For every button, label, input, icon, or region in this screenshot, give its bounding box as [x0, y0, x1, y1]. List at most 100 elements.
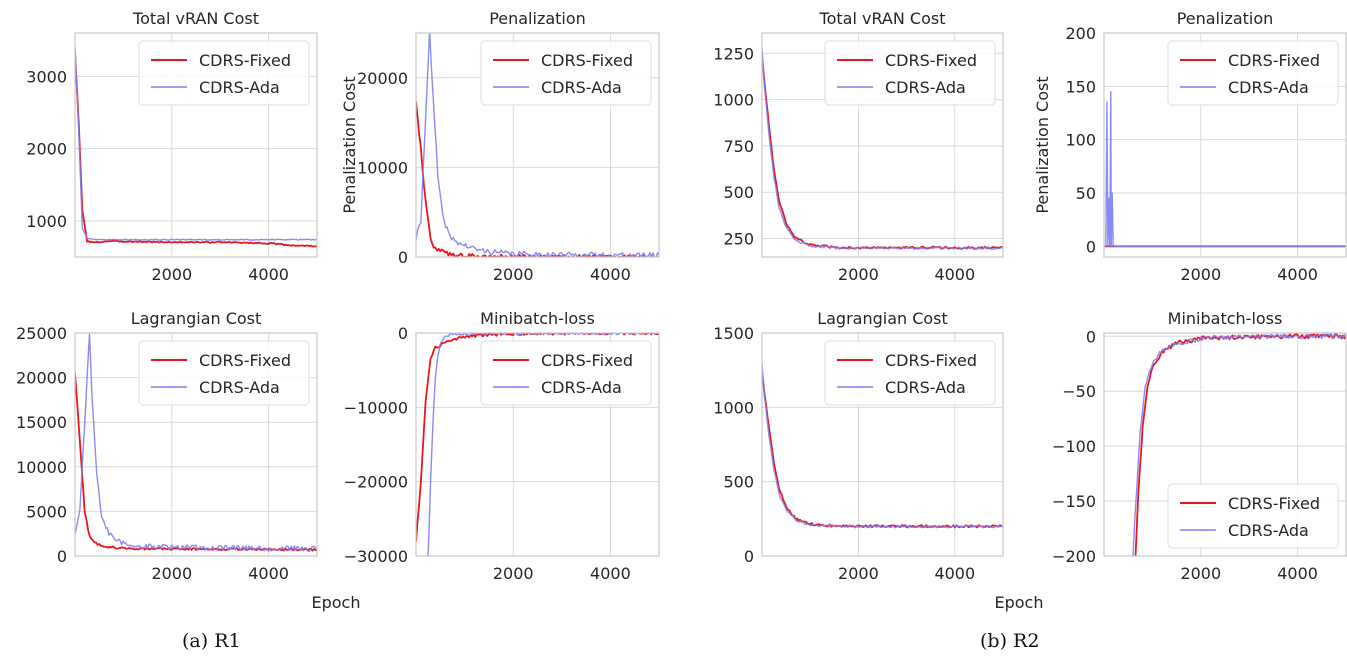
y-tick-label: 1000: [26, 212, 67, 231]
legend-label: CDRS-Ada: [541, 78, 622, 97]
series-line-cdrs-ada: [762, 48, 1003, 250]
chart-title: Minibatch-loss: [1168, 309, 1283, 328]
y-tick-label: 750: [723, 137, 754, 156]
legend-label: CDRS-Fixed: [541, 51, 633, 70]
legend-box: [138, 340, 310, 406]
legend: CDRS-Fixed CDRS-Ada: [1167, 483, 1339, 549]
y-tick-label: 1000: [713, 91, 754, 110]
y-tick-label: −50: [1062, 382, 1096, 401]
y-tick-label: 5000: [26, 502, 67, 521]
chart-title: Penalization: [1177, 9, 1274, 28]
x-tick-label: 4000: [590, 265, 631, 284]
legend-label: CDRS-Fixed: [199, 51, 291, 70]
legend: CDRS-Fixed CDRS-Ada: [824, 340, 996, 406]
y-tick-label: 10000: [357, 158, 408, 177]
y-tick-label: 2000: [26, 140, 67, 159]
y-tick-label: 0: [398, 248, 408, 267]
y-tick-label: 15000: [16, 413, 67, 432]
x-tick-label: 2000: [493, 265, 534, 284]
y-tick-label: 250: [723, 229, 754, 248]
y-axis-label: Penalization Cost: [1033, 76, 1052, 213]
legend: CDRS-Fixed CDRS-Ada: [138, 40, 310, 106]
caption-r2: (b) R2: [980, 630, 1040, 652]
x-tick-label: 4000: [248, 265, 289, 284]
y-tick-label: −150: [1052, 492, 1096, 511]
chart-r2-penal: 2000 4000 0 50 100 150 200 Penalization Penaliza…: [1033, 9, 1347, 284]
x-axis-label-epoch: Epoch: [312, 593, 361, 612]
y-tick-label: −200: [1052, 547, 1096, 566]
legend-label: CDRS-Fixed: [885, 51, 977, 70]
legend: CDRS-Fixed CDRS-Ada: [480, 40, 652, 106]
chart-r2-mini: 2000 4000 −200 −150 −100 −50 0 Minibatch-loss CD…: [1052, 309, 1347, 583]
plot-frame: [415, 32, 660, 258]
y-tick-label: −10000: [344, 398, 408, 417]
y-tick-label: 0: [398, 324, 408, 343]
y-tick-label: 1250: [713, 44, 754, 63]
x-tick-label: 2000: [151, 564, 192, 583]
y-tick-label: 25000: [16, 324, 67, 343]
plot-frame: [761, 32, 1004, 258]
x-tick-label: 4000: [590, 564, 631, 583]
chart-r1-total: 2000 4000 1000 2000 3000 Total vRAN Cost CDRS-…: [26, 9, 318, 284]
plot-frame: [1103, 332, 1347, 557]
legend: CDRS-Fixed CDRS-Ada: [1167, 40, 1339, 106]
series-line-cdrs-ada: [1104, 90, 1346, 248]
chart-title: Lagrangian Cost: [131, 309, 262, 328]
y-tick-label: 10000: [16, 458, 67, 477]
chart-title: Total vRAN Cost: [132, 9, 259, 28]
chart-r2-total: 2000 4000 250 500 750 1000 1250 Total vRAN Cost…: [713, 9, 1004, 284]
plot-frame: [1103, 32, 1347, 258]
legend-label: CDRS-Fixed: [885, 351, 977, 370]
plot-frame: [415, 332, 660, 557]
legend-label: CDRS-Ada: [541, 378, 622, 397]
y-tick-label: 200: [1065, 24, 1096, 43]
chart-r1-mini: 2000 4000 −30000 −20000 −10000 0 Minibatch-los…: [344, 309, 660, 583]
y-tick-label: 20000: [357, 69, 408, 88]
legend-box: [824, 40, 996, 106]
y-tick-label: 100: [1065, 131, 1096, 150]
x-tick-label: 4000: [1277, 564, 1318, 583]
legend: CDRS-Fixed CDRS-Ada: [480, 340, 652, 406]
x-tick-label: 4000: [248, 564, 289, 583]
legend-label: CDRS-Ada: [1228, 78, 1309, 97]
series-line-cdrs-ada: [416, 33, 659, 257]
chart-r1-lagr: 2000 4000 0 5000 10000 15000 20000 25000 Lagrang…: [16, 309, 318, 583]
y-tick-label: 20000: [16, 369, 67, 388]
x-tick-label: 4000: [934, 564, 975, 583]
x-tick-label: 2000: [1180, 564, 1221, 583]
plot-frame: [74, 32, 318, 258]
x-tick-label: 2000: [1180, 265, 1221, 284]
y-tick-label: −20000: [344, 473, 408, 492]
legend-box: [1167, 40, 1339, 106]
series-line-cdrs-ada: [762, 363, 1003, 529]
legend-label: CDRS-Ada: [1228, 521, 1309, 540]
plot-frame: [74, 332, 318, 557]
chart-title: Total vRAN Cost: [819, 9, 946, 28]
chart-title: Lagrangian Cost: [817, 309, 948, 328]
series-line-cdrs-fixed: [416, 333, 659, 542]
chart-title: Penalization: [489, 9, 586, 28]
y-tick-label: 500: [723, 183, 754, 202]
x-tick-label: 2000: [151, 265, 192, 284]
x-axis-label-epoch: Epoch: [995, 593, 1044, 612]
y-tick-label: 150: [1065, 77, 1096, 96]
chart-r1-penal: 2000 4000 0 10000 20000 Penalization Penalizat…: [340, 9, 660, 284]
legend-label: CDRS-Ada: [885, 78, 966, 97]
legend-label: CDRS-Ada: [199, 378, 280, 397]
x-tick-label: 4000: [934, 265, 975, 284]
y-tick-label: −30000: [344, 547, 408, 566]
caption-r1: (a) R1: [182, 630, 241, 652]
series-line-cdrs-ada: [1132, 333, 1346, 556]
legend-box: [480, 40, 652, 106]
y-axis-label: Penalization Cost: [340, 76, 359, 213]
legend-label: CDRS-Fixed: [541, 351, 633, 370]
y-tick-label: 3000: [26, 67, 67, 86]
legend-label: CDRS-Fixed: [1228, 494, 1320, 513]
legend-label: CDRS-Fixed: [1228, 51, 1320, 70]
legend-label: CDRS-Ada: [199, 78, 280, 97]
legend-box: [138, 40, 310, 106]
y-tick-label: 0: [744, 547, 754, 566]
x-tick-label: 2000: [493, 564, 534, 583]
y-tick-label: 0: [57, 547, 67, 566]
